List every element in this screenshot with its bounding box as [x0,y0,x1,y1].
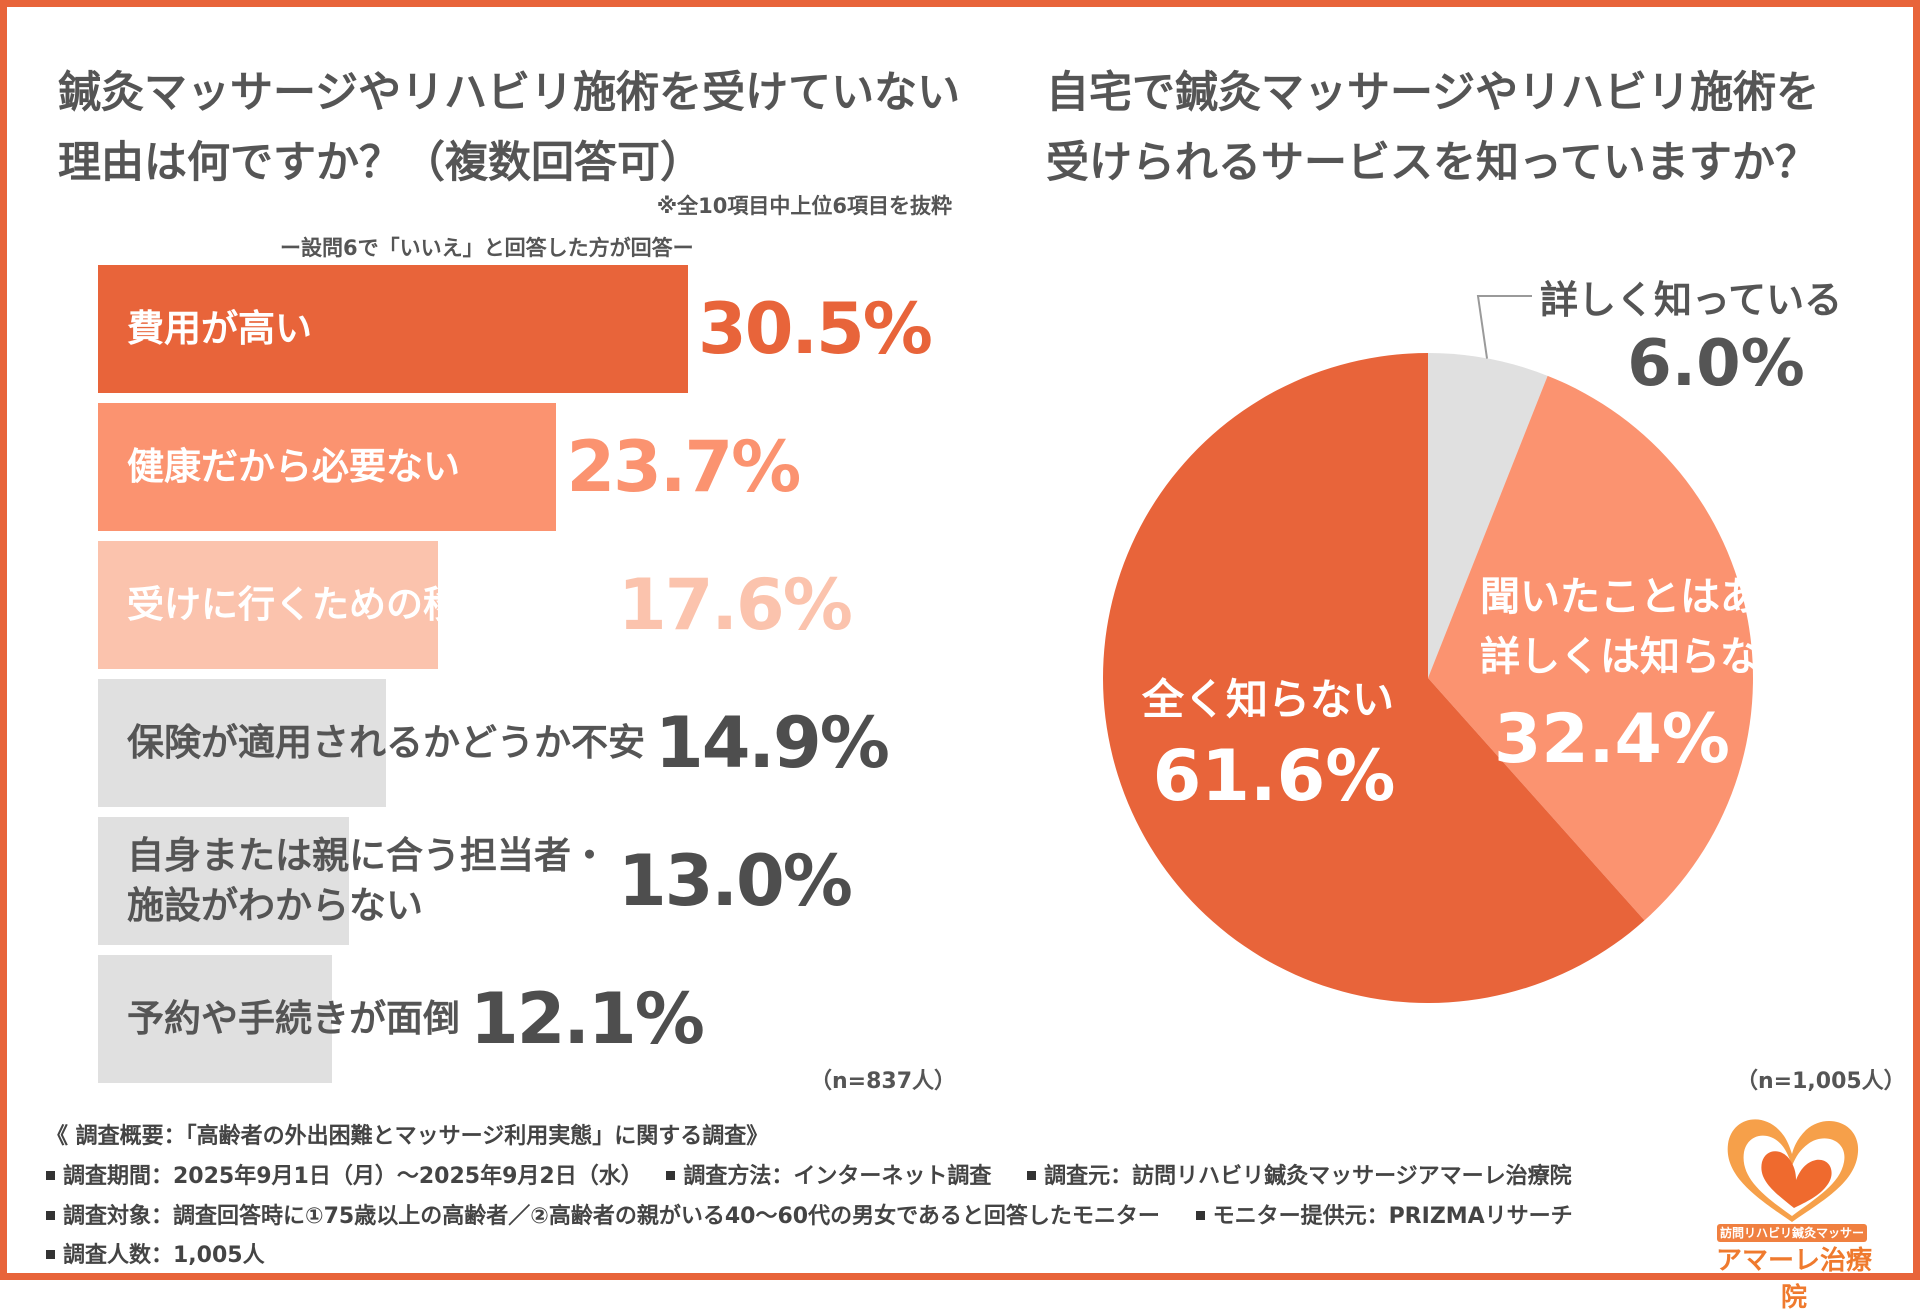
bar-chart: 費用が高い 30.5% 健康だから必要ない 23.7% 受けに行くための移動が困難 17.… [0,0,960,1100]
pie-slice [1428,353,1548,678]
bar-label: 保険が適用されるかどうか不安 [127,721,645,764]
amare-logo-heart-icon [1727,1119,1859,1222]
bar-label: 健康だから必要ない [127,445,460,488]
survey-line-2: 調査対象：調査回答時に①75歳以上の高齢者／②高齢者の親がいる40〜60代の男女… [46,1198,1573,1230]
left-chart-subnote: ー設問6で「いいえ」と回答した方が回答ー [280,236,694,260]
bar [98,955,333,1083]
logo-name: アマーレ治療院 [1715,1246,1872,1313]
bar-label: 受けに行くための移動が困難 [127,583,608,626]
pie-value-label: 32.4% [1494,700,1730,779]
bar-value-label: 23.7% [566,426,801,508]
logo-subtitle: 訪問リハビリ鍼灸マッサージ [1717,1224,1867,1258]
bar-value-label: 12.1% [470,978,705,1060]
pie-value-label: 6.0% [1627,327,1805,401]
pie-slice [1428,375,1753,921]
bar [98,679,387,807]
bar-label: 自身または親に合う担当者・ 施設がわからない [127,834,608,927]
survey-line-1: 調査期間：2025年9月1日（月）～2025年9月2日（水） 調査方法：インター… [46,1158,1572,1190]
left-sample-size: （n=837人） [810,1069,957,1094]
right-chart-title: 自宅で鍼灸マッサージやリハビリ施術を 受けられるサービスを知っていますか？ [1046,68,1820,188]
right-sample-size: （n=1,005人） [1736,1069,1906,1094]
survey-summary-title: 《 調査概要：「高齢者の外出困難とマッサージ利用実態」に関する調査》 [46,1124,769,1149]
bar-value-label: 17.6% [618,564,853,646]
bar [98,541,439,669]
bar-value-label: 14.9% [655,702,890,784]
pie-value-label: 61.6% [1153,735,1396,817]
pie-leader-line [1476,295,1532,359]
bar-label: 費用が高い [127,307,312,350]
outer-frame [0,0,1920,1280]
pie-slice-label: 全く知らない [1141,675,1394,724]
survey-line-3: 調査人数：1,005人 [46,1237,265,1269]
pie-slice-label: 聞いたことはあるが [1480,574,1840,620]
left-chart-title: 鍼灸マッサージやリハビリ施術を受けていない 理由は何ですか？（複数回答可） [58,68,961,188]
bar [98,265,688,393]
left-chart-note: ※全10項目中上位6項目を抜粋 [656,194,952,218]
pie-slice-label: 詳しくは知らない [1480,634,1800,680]
pie-slice [1103,353,1645,1003]
bar-value-label: 13.0% [618,840,853,922]
bar-value-label: 30.5% [698,288,933,370]
bar [98,817,350,945]
bar [98,403,557,531]
bar-label: 予約や手続きが面倒 [127,997,460,1040]
pie-slice-label: 詳しく知っている [1540,278,1842,322]
